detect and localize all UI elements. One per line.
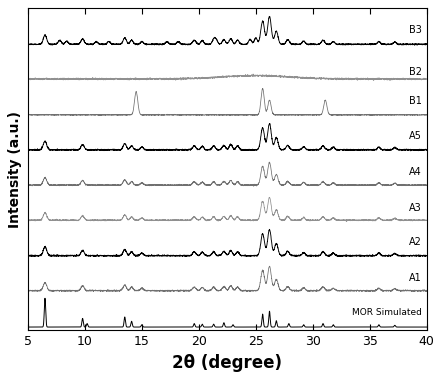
Text: B1: B1 [409, 96, 422, 106]
Text: A1: A1 [409, 272, 422, 282]
Text: B2: B2 [409, 67, 422, 77]
Text: B3: B3 [409, 25, 422, 35]
Text: A2: A2 [409, 237, 422, 247]
Y-axis label: Intensity (a.u.): Intensity (a.u.) [8, 111, 22, 228]
Text: MOR Simulated: MOR Simulated [352, 308, 422, 317]
Text: A5: A5 [409, 131, 422, 141]
X-axis label: 2θ (degree): 2θ (degree) [172, 354, 282, 372]
Text: A3: A3 [409, 203, 422, 212]
Text: A4: A4 [409, 167, 422, 177]
